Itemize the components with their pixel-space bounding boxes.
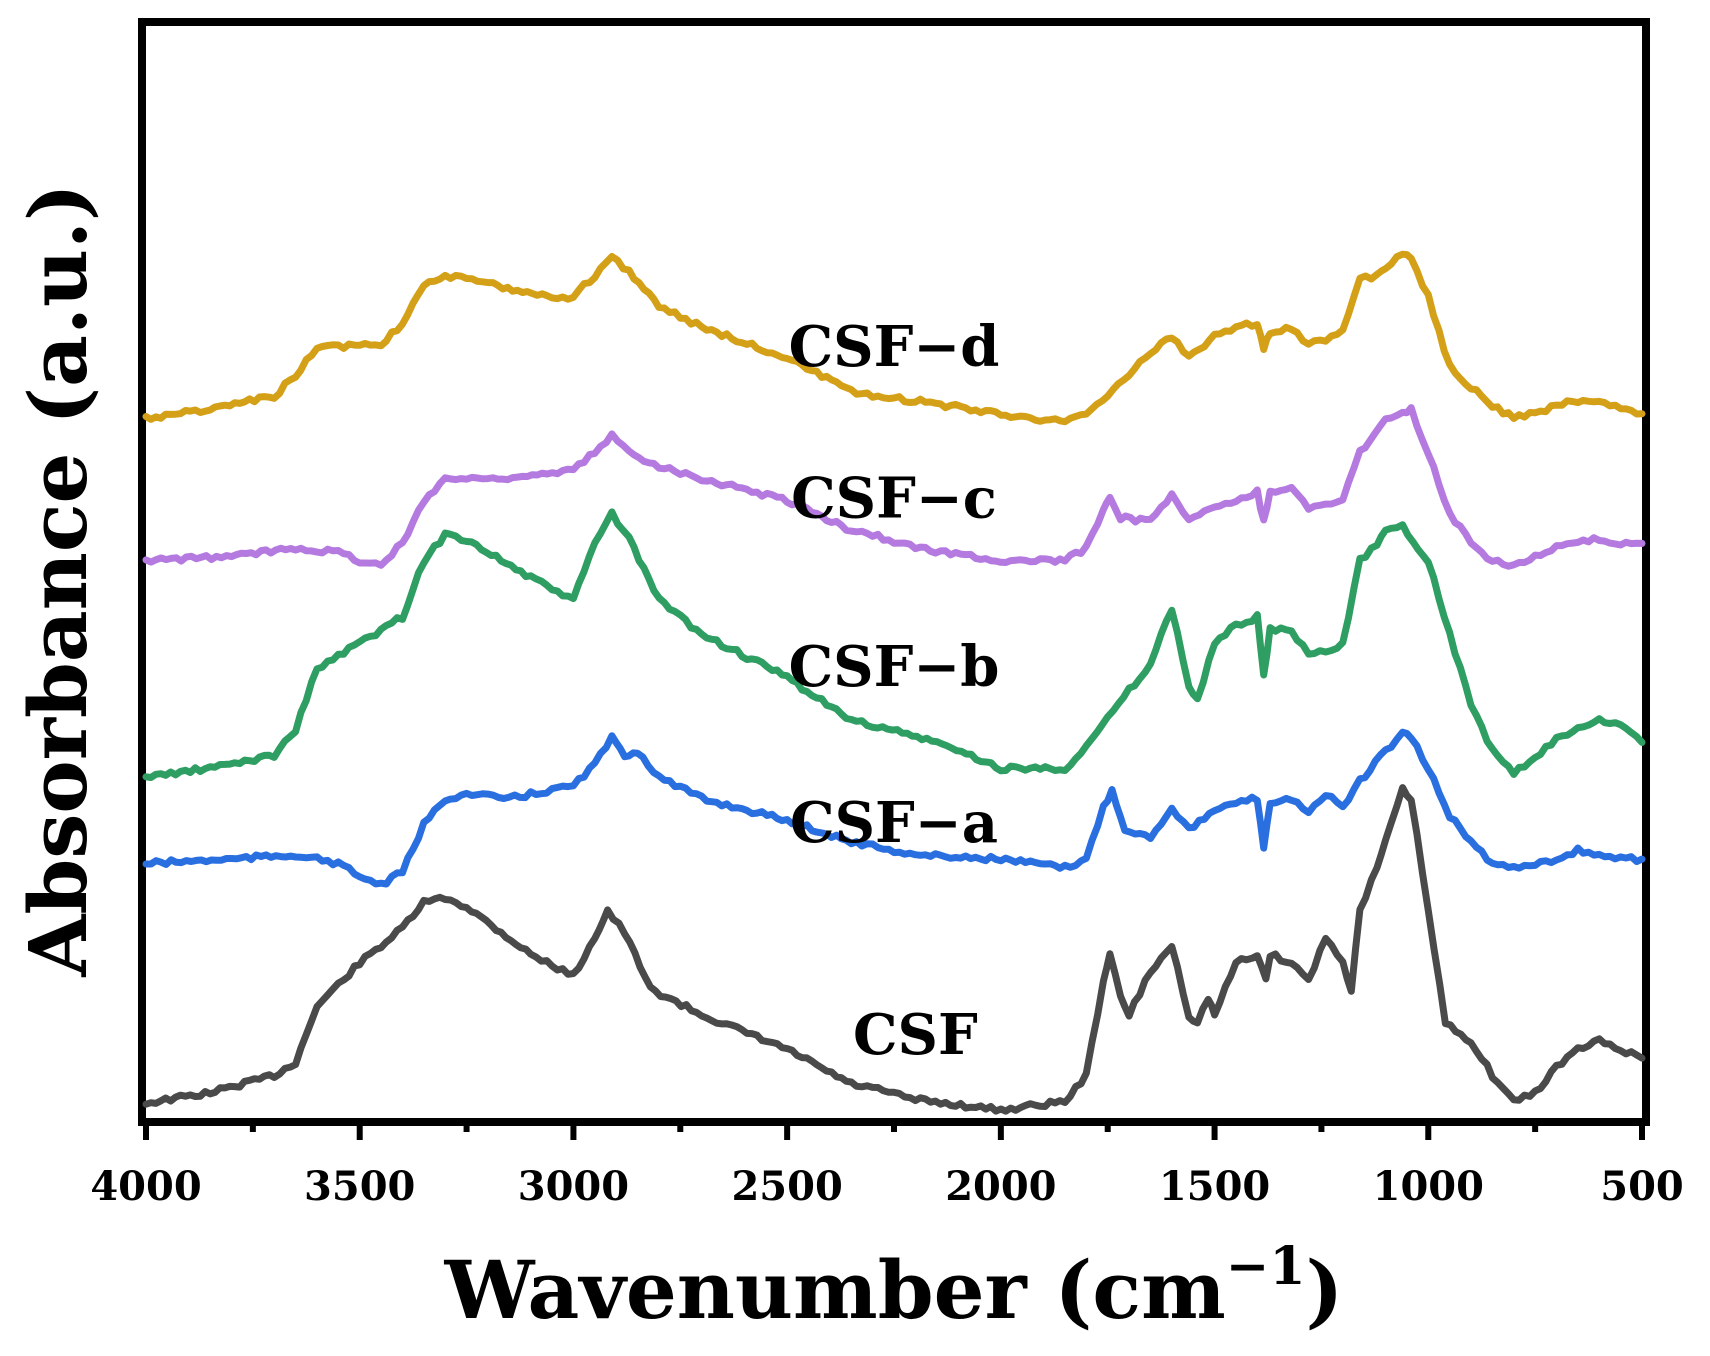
y-axis-title: Absorbance (a.u.) (11, 183, 105, 977)
spectra-traces (142, 250, 1646, 1115)
x-axis-tick-labels: 4000 3500 3000 2500 2000 1500 1000 500 (90, 1163, 1683, 1210)
x-tick-label: 500 (1600, 1163, 1684, 1210)
x-tick-label: 3500 (304, 1163, 415, 1210)
x-tick-label: 3000 (518, 1163, 629, 1210)
series-line-csf-c (142, 404, 1646, 570)
series-label-csf: CSF (853, 1002, 978, 1068)
series-line-csf-a (142, 728, 1646, 888)
x-axis-title-close: ) (1306, 1243, 1344, 1337)
x-tick-label: 2000 (945, 1163, 1056, 1210)
x-tick-label: 1500 (1159, 1163, 1270, 1210)
x-tick-label: 1000 (1373, 1163, 1484, 1210)
series-line-csf-b (142, 508, 1646, 781)
x-axis-title: Wavenumber (cm−1) (444, 1236, 1344, 1337)
x-axis-title-superscript: −1 (1226, 1236, 1306, 1297)
series-line-csf-d (142, 250, 1646, 426)
x-axis-title-main: Wavenumber (cm (444, 1243, 1226, 1337)
x-tick-label: 2500 (731, 1163, 842, 1210)
series-label-csf-b: CSF−b (789, 634, 1000, 700)
series-labels: CSF CSF−a CSF−b CSF−c CSF−d (789, 314, 1000, 1068)
series-label-csf-c: CSF−c (791, 465, 997, 531)
x-axis-ticks (143, 1122, 1645, 1140)
series-label-csf-a: CSF−a (790, 790, 998, 856)
series-label-csf-d: CSF−d (789, 314, 1000, 380)
x-tick-label: 4000 (90, 1163, 201, 1210)
series-line-csf (142, 784, 1646, 1115)
